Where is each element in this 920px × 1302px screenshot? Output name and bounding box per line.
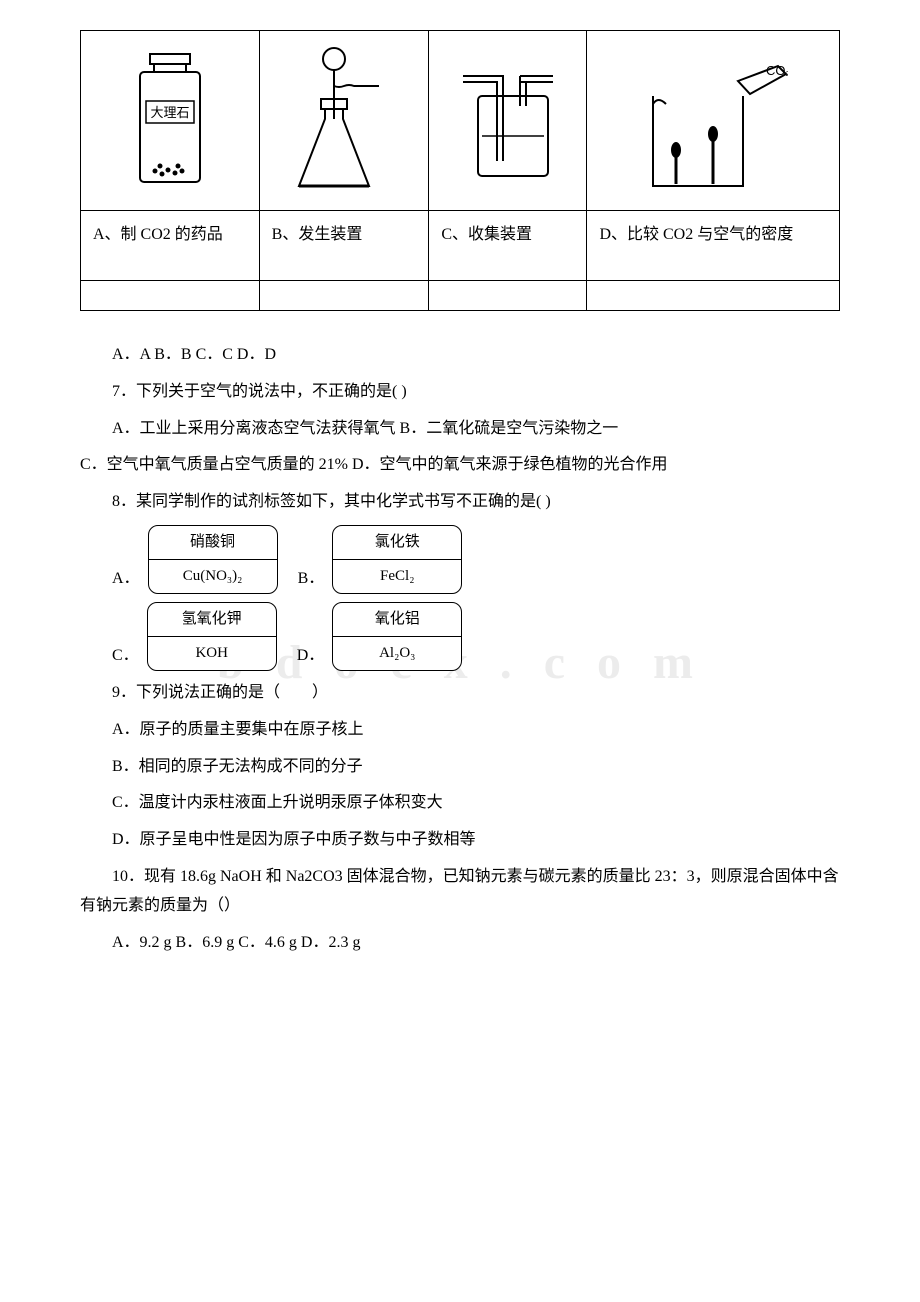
q10-stem: 10．现有 18.6g NaOH 和 Na2CO3 固体混合物，已知钠元素与碳元… [80, 863, 840, 921]
reagent-box-d: 氧化铝 Al₂O₃ [332, 602, 462, 671]
q6-options: A．A B．B C．C D．D [80, 341, 840, 370]
cell-a-label: A、制 CO2 的药品 [81, 211, 260, 281]
empty-cell [587, 281, 840, 311]
empty-cell [429, 281, 587, 311]
q9-d: D．原子呈电中性是因为原子中质子数与中子数相等 [80, 826, 840, 855]
empty-cell [81, 281, 260, 311]
bottle-label: 大理石 [150, 105, 189, 120]
q8-b-label: B． [298, 565, 325, 594]
q8-stem: 8．某同学制作的试剂标签如下，其中化学式书写不正确的是( ) [80, 488, 840, 517]
svg-text:CO₂: CO₂ [766, 63, 788, 78]
q7-optAB: A．工业上采用分离液态空气法获得氧气 B．二氧化硫是空气污染物之一 [80, 415, 840, 444]
cell-a-image: 大理石 [81, 31, 260, 211]
bottle-icon: 大理石 [120, 46, 220, 196]
cell-d-label: D、比较 CO2 与空气的密度 [587, 211, 840, 281]
main-content: 大理石 [80, 30, 840, 957]
q7-stem: 7．下列关于空气的说法中，不正确的是( ) [80, 378, 840, 407]
q8-a-label: A． [112, 565, 140, 594]
reagent-formula: Cu(NO₃)₂ [149, 560, 277, 593]
q8-row-cd: C． 氢氧化钾 KOH D． 氧化铝 Al₂O₃ [80, 602, 840, 671]
table-row [81, 281, 840, 311]
reagent-box-b: 氯化铁 FeCl₂ [332, 525, 462, 594]
q10-opts: A．9.2 g B．6.9 g C．4.6 g D．2.3 g [80, 929, 840, 958]
reagent-name: 硝酸铜 [149, 526, 277, 560]
cell-c-image [429, 31, 587, 211]
q8-c-label: C． [112, 642, 139, 671]
reagent-box-a: 硝酸铜 Cu(NO₃)₂ [148, 525, 278, 594]
generator-icon [279, 41, 409, 201]
cell-b-image [259, 31, 429, 211]
reagent-name: 氢氧化钾 [148, 603, 276, 637]
q9-a: A．原子的质量主要集中在原子核上 [80, 716, 840, 745]
q7-optCD: C．空气中氧气质量占空气质量的 21% D．空气中的氧气来源于绿色植物的光合作用 [80, 451, 840, 480]
density-icon: CO₂ [638, 46, 788, 196]
reagent-name: 氯化铁 [333, 526, 461, 560]
collection-icon [448, 46, 568, 196]
table-row: A、制 CO2 的药品 B、发生装置 C、收集装置 D、比较 CO2 与空气的密… [81, 211, 840, 281]
reagent-formula: FeCl₂ [333, 560, 461, 593]
reagent-formula: KOH [148, 637, 276, 670]
table-row: 大理石 [81, 31, 840, 211]
q8-row-ab: A． 硝酸铜 Cu(NO₃)₂ B． 氯化铁 FeCl₂ [80, 525, 840, 594]
q9-c: C．温度计内汞柱液面上升说明汞原子体积变大 [80, 789, 840, 818]
apparatus-table: 大理石 [80, 30, 840, 311]
reagent-box-c: 氢氧化钾 KOH [147, 602, 277, 671]
empty-cell [259, 281, 429, 311]
reagent-name: 氧化铝 [333, 603, 461, 637]
cell-c-label: C、收集装置 [429, 211, 587, 281]
q9-b: B．相同的原子无法构成不同的分子 [80, 753, 840, 782]
q9-stem: 9．下列说法正确的是（ ） [80, 679, 840, 708]
reagent-formula: Al₂O₃ [333, 637, 461, 670]
cell-d-image: CO₂ [587, 31, 840, 211]
q8-d-label: D． [297, 642, 325, 671]
cell-b-label: B、发生装置 [259, 211, 429, 281]
